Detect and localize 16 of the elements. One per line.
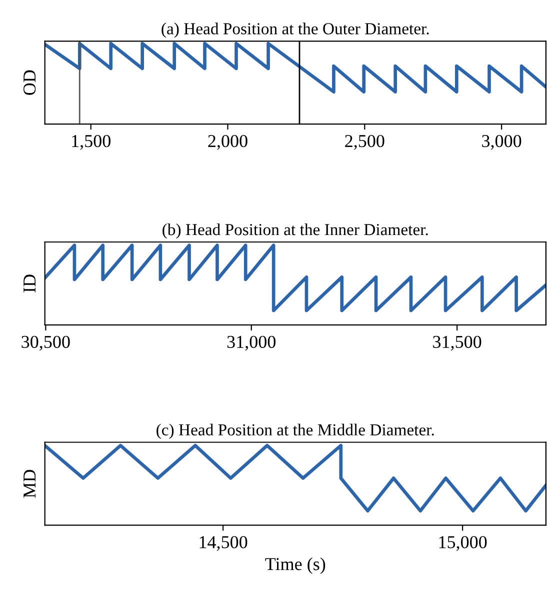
chart-title: (c) Head Position at the Middle Diameter.: [156, 424, 434, 439]
chart-title: (a) Head Position at the Outer Diameter.: [162, 22, 429, 38]
x-tick-label: 2,500: [345, 134, 384, 150]
x-tick-label: 15,000: [439, 536, 487, 551]
y-axis-title: MD: [24, 470, 36, 498]
x-tick-label: 2,000: [208, 134, 248, 150]
x-tick-label: 31,500: [433, 336, 482, 351]
y-axis-title: OD: [23, 70, 36, 95]
x-tick-label: 3,000: [482, 134, 522, 150]
x-tick-label: 1,500: [72, 134, 110, 150]
x-tick-label: 30,500: [22, 336, 70, 351]
x-tick-label: 31,000: [227, 336, 276, 351]
x-axis-title: Time (s): [265, 557, 326, 574]
y-axis-title: ID: [24, 274, 36, 292]
x-tick-label: 14,500: [200, 536, 248, 551]
chart-title: (b) Head Position at the Inner Diameter.: [162, 223, 428, 239]
